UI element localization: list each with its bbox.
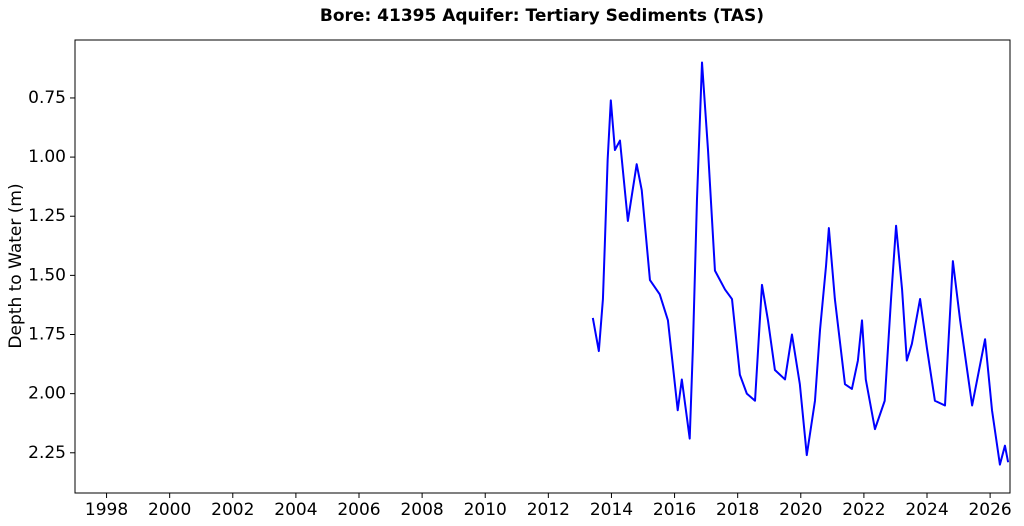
x-tick-label: 2008 bbox=[400, 500, 443, 520]
x-tick-label: 2006 bbox=[337, 500, 380, 520]
x-tick-label: 2012 bbox=[527, 500, 570, 520]
y-tick-label: 1.75 bbox=[28, 325, 66, 345]
x-tick-label: 2000 bbox=[148, 500, 191, 520]
chart-title: Bore: 41395 Aquifer: Tertiary Sediments … bbox=[320, 6, 764, 26]
y-tick-label: 1.25 bbox=[28, 206, 66, 226]
x-tick-label: 2010 bbox=[464, 500, 507, 520]
y-tick-label: 2.25 bbox=[28, 443, 66, 463]
x-tick-label: 2014 bbox=[590, 500, 633, 520]
y-tick-label: 2.00 bbox=[28, 384, 66, 404]
x-tick-label: 2024 bbox=[905, 500, 948, 520]
x-tick-label: 2016 bbox=[653, 500, 696, 520]
series-line bbox=[591, 61, 1010, 466]
plot-frame bbox=[74, 39, 1011, 494]
x-tick-label: 2018 bbox=[716, 500, 759, 520]
x-tick-label: 2004 bbox=[274, 500, 317, 520]
x-tick-label: 2022 bbox=[842, 500, 885, 520]
y-tick-label: 0.75 bbox=[28, 88, 66, 108]
x-tick-label: 1998 bbox=[85, 500, 128, 520]
x-tick-label: 2002 bbox=[211, 500, 254, 520]
y-tick-label: 1.00 bbox=[28, 147, 66, 167]
y-axis-label: Depth to Water (m) bbox=[6, 183, 26, 348]
y-tick-label: 1.50 bbox=[28, 265, 66, 285]
x-tick-label: 2020 bbox=[779, 500, 822, 520]
x-tick-label: 2026 bbox=[968, 500, 1011, 520]
